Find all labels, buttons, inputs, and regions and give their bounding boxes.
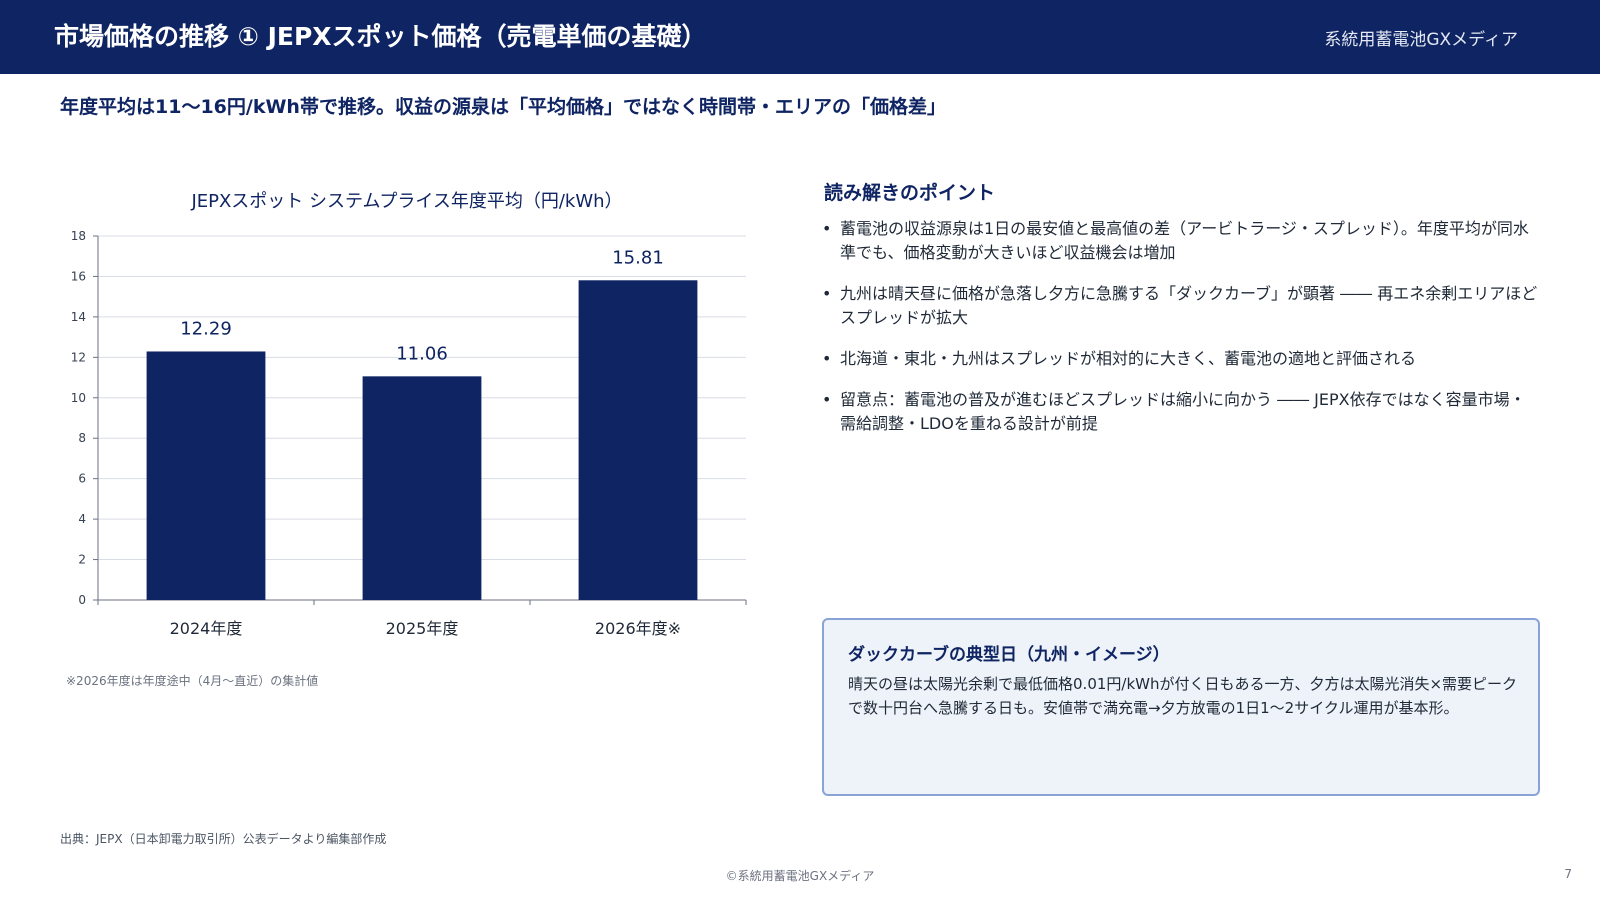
y-tick-label: 14 — [71, 310, 86, 324]
page-title: 市場価格の推移 ① JEPXスポット価格（売電単価の基礎） — [54, 22, 707, 51]
x-tick-label: 2026年度※ — [595, 619, 681, 638]
slide-subtitle: 年度平均は11〜16円/kWh帯で推移。収益の源泉は「平均価格」ではなく時間帯・… — [60, 96, 946, 118]
bar — [146, 351, 266, 600]
y-tick-label: 6 — [78, 472, 86, 486]
y-tick-label: 0 — [78, 593, 86, 607]
labels: 0 2 4 6 8 10 12 14 16 18 12.29 2024年度 11.06 2025年度 15.… — [71, 229, 681, 638]
point-item: • 蓄電池の収益源泉は1日の最安値と最高値の差（アービトラージ・スプレッド）。年度… — [822, 219, 1529, 262]
y-tick-label: 16 — [71, 269, 86, 283]
data-label: 11.06 — [396, 343, 448, 364]
y-tick-label: 12 — [71, 350, 86, 364]
y-tick-label: 8 — [78, 431, 86, 445]
page-number: 7 — [1564, 867, 1572, 881]
x-tick-label: 2024年度 — [170, 619, 243, 638]
y-tick-label: 2 — [78, 553, 86, 567]
y-tick-label: 18 — [71, 229, 86, 243]
y-tick-label: 10 — [71, 391, 86, 405]
bar — [362, 376, 482, 600]
bullet-icon: • — [822, 349, 832, 368]
y-tick-label: 4 — [78, 512, 86, 526]
bar-chart: JEPXスポット システムプライス年度平均（円/kWh） 0 2 4 6 8 10 12 14… — [71, 191, 747, 638]
bullet-icon: • — [822, 219, 832, 238]
callout-title: ダックカーブの典型日（九州・イメージ） — [848, 645, 1170, 665]
points-list: • 蓄電池の収益源泉は1日の最安値と最高値の差（アービトラージ・スプレッド）。年度… — [818, 217, 1538, 453]
chart-title: JEPXスポット システムプライス年度平均（円/kWh） — [190, 191, 622, 212]
point-item: • 北海道・東北・九州はスプレッドが相対的に大きく、蓄電池の適地と評価される — [818, 347, 1538, 371]
duck-curve-callout: ダックカーブの典型日（九州・イメージ） 晴天の昼は太陽光余剰で最低価格0.01円… — [822, 618, 1540, 796]
callout-body: 晴天の昼は太陽光余剰で最低価格0.01円/kWhが付く日もある一方、夕方は太陽光… — [848, 675, 1518, 717]
brand-name: 系統用蓄電池GXメディア — [1324, 30, 1518, 50]
bullet-icon: • — [822, 390, 832, 409]
source-note: 出典：JEPX（日本卸電力取引所）公表データより編集部作成 — [60, 832, 387, 846]
header-bar: 市場価格の推移 ① JEPXスポット価格（売電単価の基礎） 系統用蓄電池GXメデ… — [0, 0, 1600, 74]
bar — [578, 280, 698, 600]
bars — [146, 280, 698, 600]
x-tick-label: 2025年度 — [386, 619, 459, 638]
point-item: • 九州は晴天昼に価格が急落し夕方に急騰する「ダックカーブ」が顕著 ―― 再エネ余… — [822, 284, 1538, 327]
bullet-icon: • — [822, 284, 832, 303]
data-label: 12.29 — [180, 318, 232, 339]
points-heading: 読み解きのポイント — [824, 182, 996, 204]
footer-copyright: ©系統用蓄電池GXメディア — [725, 869, 875, 883]
point-item: • 留意点：蓄電池の普及が進むほどスプレッドは縮小に向かう ―― JEPX依存では… — [822, 390, 1526, 433]
data-label: 15.81 — [612, 247, 664, 268]
chart-footnote: ※2026年度は年度途中（4月〜直近）の集計値 — [66, 674, 319, 688]
